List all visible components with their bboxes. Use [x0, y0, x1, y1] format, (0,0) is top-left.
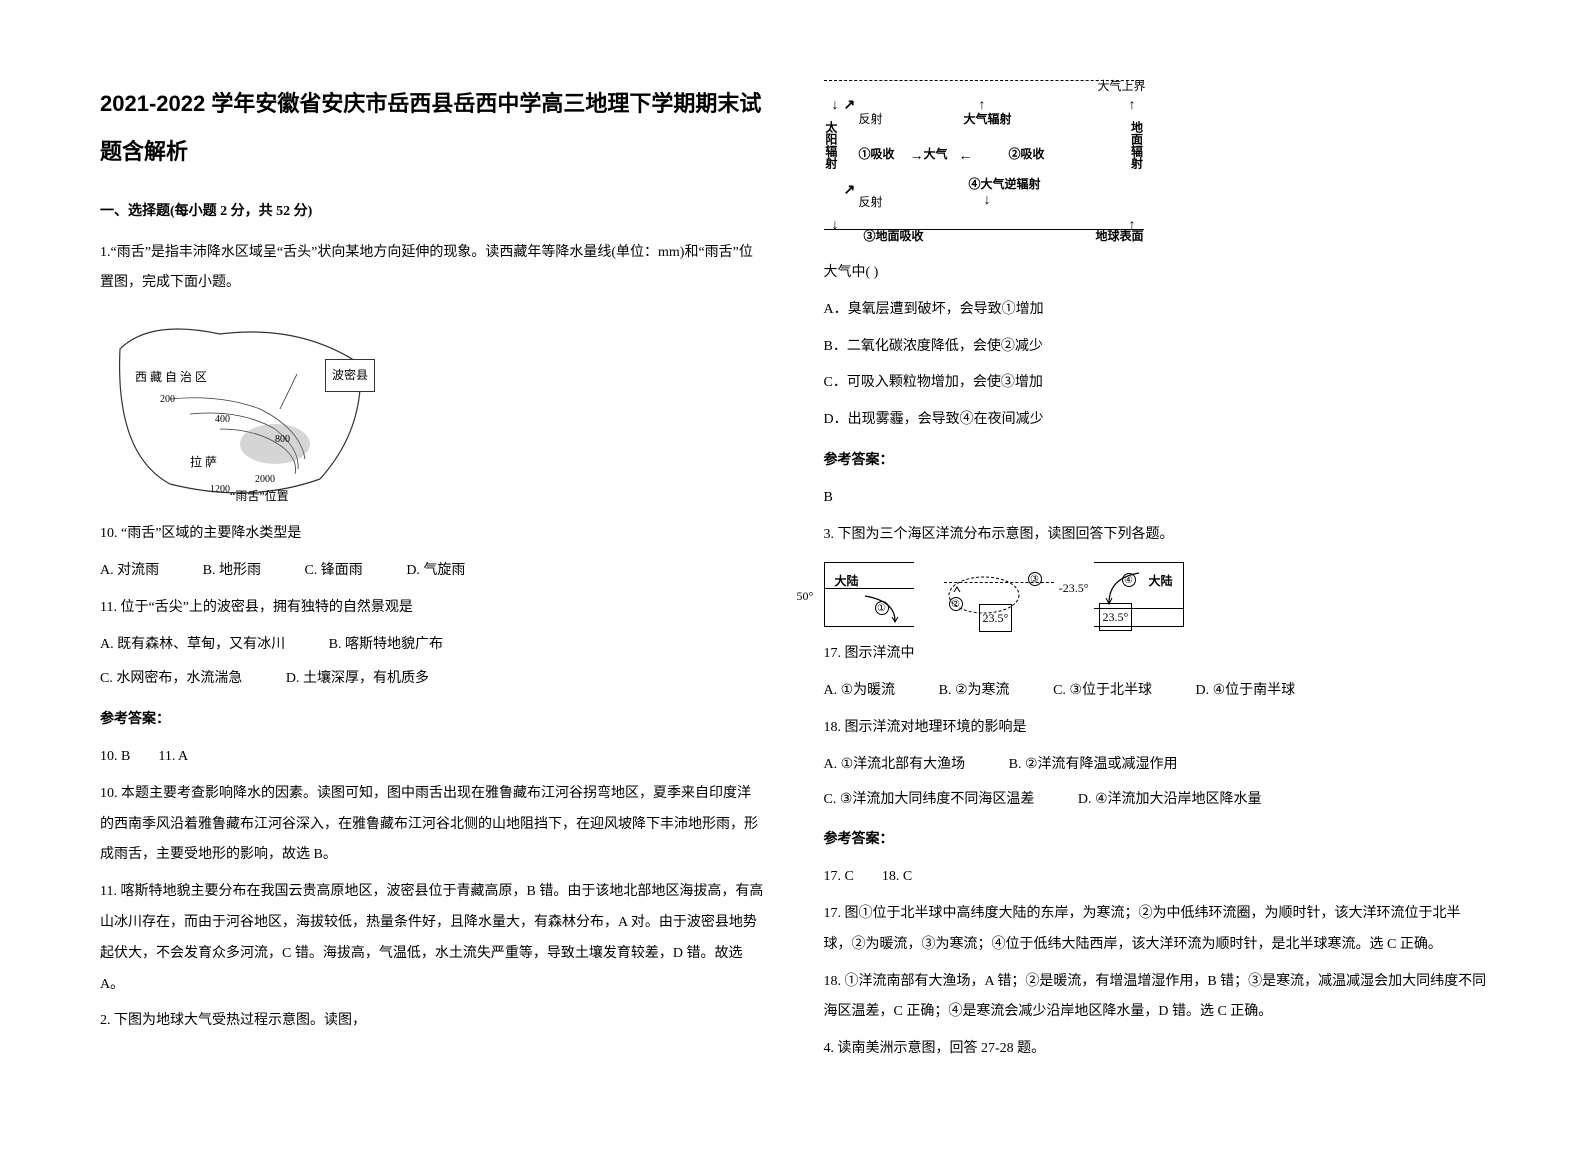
- label-daqi: 大气: [924, 141, 948, 167]
- q4-intro: 4. 读南美洲示意图，回答 27-28 题。: [824, 1034, 1488, 1065]
- iso-400: 400: [215, 409, 230, 431]
- atmosphere-diagram: 大气上界 太阳辐射 反射 反射 ①吸收 大气 大气辐射 ②吸收 ④大气逆辐射 地…: [824, 80, 1144, 230]
- q2-opt-a: A．臭氧层遭到破坏，会导致①增加: [824, 295, 1488, 326]
- q3-intro: 3. 下图为三个海区洋流分布示意图，读图回答下列各题。: [824, 520, 1488, 551]
- q3-answers: 17. C 18. C: [824, 862, 1488, 893]
- q17-opt-d: D. ④位于南半球: [1195, 676, 1295, 707]
- iso-800: 800: [275, 429, 290, 451]
- q2-opt-d: D．出现雾霾，会导致④在夜间减少: [824, 405, 1488, 436]
- q2-answer: B: [824, 483, 1488, 514]
- map-label-lhasa: 拉 萨: [190, 449, 217, 475]
- q11-opt-b: B. 喀斯特地貌广布: [329, 630, 443, 661]
- q10-opt-a: A. 对流雨: [100, 556, 159, 587]
- label-num2: ②吸收: [1009, 141, 1045, 167]
- map-label-region: 西 藏 自 治 区: [135, 364, 207, 390]
- q1-intro: 1.“雨舌”是指丰沛降水区域呈“舌头”状向某地方向延伸的现象。读西藏年等降水量线…: [100, 238, 764, 300]
- q11-opt-d: D. 土壤深厚，有机质多: [286, 664, 429, 695]
- q18-opt-d: D. ④洋流加大沿岸地区降水量: [1078, 785, 1262, 816]
- label-daqi-fushe: 大气辐射: [964, 106, 1012, 132]
- answer-heading-3: 参考答案：: [824, 825, 1488, 856]
- q11-stem: 11. 位于“舌尖”上的波密县，拥有独特的自然景观是: [100, 593, 764, 624]
- iso-200: 200: [160, 389, 175, 411]
- q10-opt-d: D. 气旋雨: [406, 556, 465, 587]
- section-heading: 一、选择题(每小题 2 分，共 52 分): [100, 197, 764, 228]
- tibet-map: 波密县 西 藏 自 治 区 拉 萨 “雨舌”位置 200 400 800 120…: [100, 309, 380, 509]
- q2-opt-b: B．二氧化碳浓度降低，会使②减少: [824, 332, 1488, 363]
- q3-explanation-18: 18. ①洋流南部有大渔场，A 错；②是暖流，有增温增湿作用，B 错；③是寒流，…: [824, 967, 1488, 1029]
- q17-stem: 17. 图示洋流中: [824, 639, 1488, 670]
- label-daqi-top: 大气上界: [1097, 73, 1145, 99]
- q2-intro: 2. 下图为地球大气受热过程示意图。读图，: [100, 1006, 764, 1037]
- ocean-diagram: 大陆 50° ① ② ③ -23.5° 23.5° 大陆 ④ 23.5°: [824, 562, 1488, 627]
- q18-opt-a: A. ①洋流北部有大渔场: [824, 750, 966, 781]
- q10-stem: 10. “雨舌”区域的主要降水类型是: [100, 519, 764, 550]
- q11-opt-a: A. 既有森林、草甸，又有冰川: [100, 630, 285, 661]
- q18-opt-b: B. ②洋流有降温或减湿作用: [1009, 750, 1178, 781]
- label-fanshe-2: 反射: [859, 189, 883, 215]
- q17-opt-b: B. ②为寒流: [939, 676, 1010, 707]
- q2-opt-c: C．可吸入颗粒物增加，会使③增加: [824, 368, 1488, 399]
- label-num4: ④大气逆辐射: [969, 171, 1041, 197]
- label-fanshe-1: 反射: [859, 106, 883, 132]
- exam-title: 2021-2022 学年安徽省安庆市岳西县岳西中学高三地理下学期期末试题含解析: [100, 80, 764, 177]
- label-surface: 地球表面: [1095, 223, 1143, 249]
- q1-explanation-10: 10. 本题主要考查影响降水的因素。读图可知，图中雨舌出现在雅鲁藏布江河谷拐弯地…: [100, 779, 764, 871]
- q2-stem: 大气中( ): [824, 258, 1488, 289]
- label-dimian-fushe: 地面辐射: [1123, 121, 1149, 169]
- answer-heading-1: 参考答案：: [100, 705, 764, 736]
- iso-2000: 2000: [255, 469, 275, 491]
- iso-1200: 1200: [210, 479, 230, 501]
- label-num1: ①吸收: [859, 141, 895, 167]
- q1-answers: 10. B 11. A: [100, 742, 764, 773]
- label-sun: 太阳辐射: [818, 121, 844, 169]
- label-num3: ③地面吸收: [864, 223, 924, 249]
- answer-heading-2: 参考答案：: [824, 446, 1488, 477]
- q11-opt-c: C. 水网密布，水流湍急: [100, 664, 242, 695]
- q10-opt-c: C. 锋面雨: [304, 556, 362, 587]
- q3-explanation-17: 17. 图①位于北半球中高纬度大陆的东岸，为寒流；②为中低纬环流圈，为顺时针，该…: [824, 899, 1488, 961]
- q17-opt-a: A. ①为暖流: [824, 676, 896, 707]
- q18-stem: 18. 图示洋流对地理环境的影响是: [824, 713, 1488, 744]
- q17-opt-c: C. ③位于北半球: [1053, 676, 1152, 707]
- q18-opt-c: C. ③洋流加大同纬度不同海区温差: [824, 785, 1035, 816]
- q10-opt-b: B. 地形雨: [203, 556, 261, 587]
- map-label-bomi: 波密县: [325, 359, 375, 391]
- q1-explanation-11: 11. 喀斯特地貌主要分布在我国云贵高原地区，波密县位于青藏高原，B 错。由于该…: [100, 877, 764, 1000]
